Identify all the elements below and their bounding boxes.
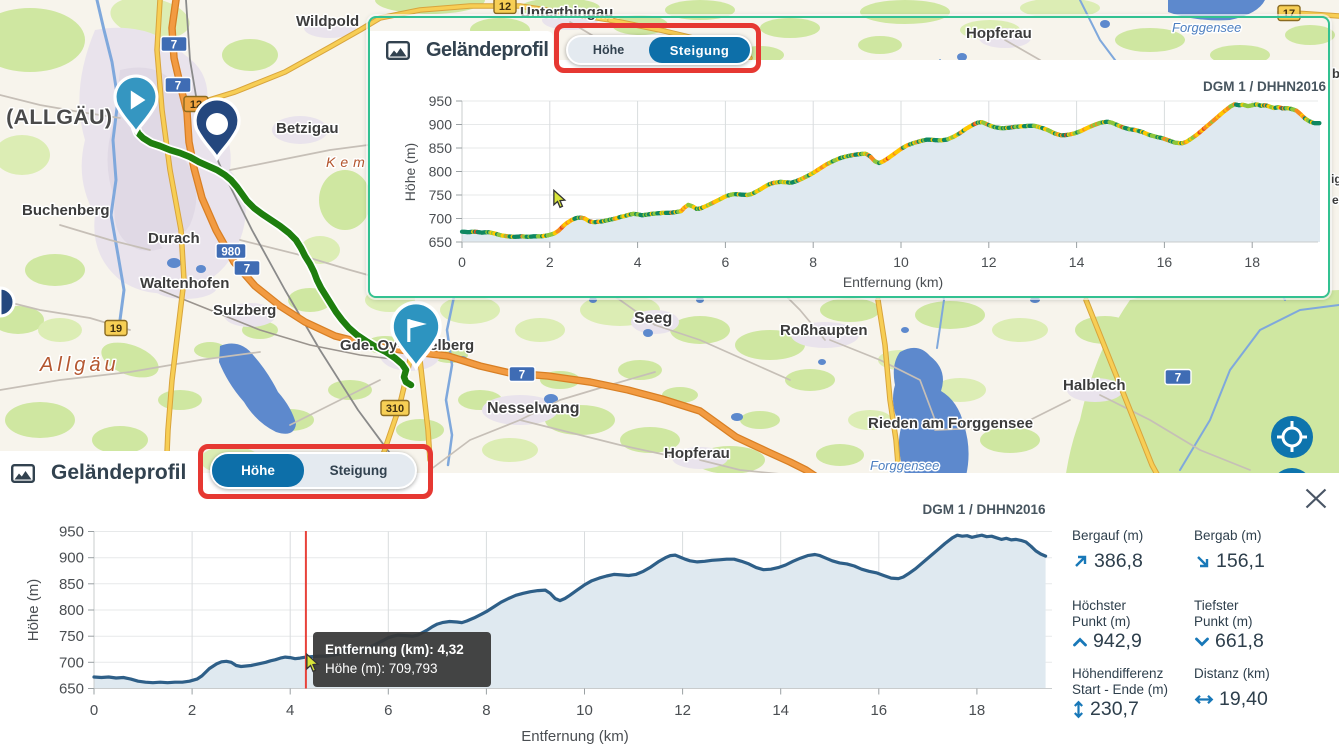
svg-text:Allgäu: Allgäu <box>39 354 120 376</box>
svg-text:Entfernung (km): Entfernung (km) <box>521 728 629 745</box>
svg-text:12: 12 <box>674 702 691 719</box>
svg-text:Forggensee: Forggensee <box>870 458 939 473</box>
svg-text:Entfernung (km): Entfernung (km) <box>843 274 943 290</box>
svg-text:Hopferau: Hopferau <box>664 445 730 462</box>
svg-text:Waltenhofen: Waltenhofen <box>140 275 229 292</box>
svg-text:Halblech: Halblech <box>1063 377 1126 394</box>
svg-text:750: 750 <box>429 187 453 203</box>
svg-text:750: 750 <box>59 628 84 645</box>
svg-text:850: 850 <box>429 140 453 156</box>
svg-text:Betzigau: Betzigau <box>276 120 339 137</box>
svg-text:Forggensee: Forggensee <box>1172 20 1241 35</box>
svg-text:310: 310 <box>386 403 404 415</box>
svg-text:16: 16 <box>1157 254 1173 270</box>
svg-text:Nesselwang: Nesselwang <box>487 400 579 417</box>
svg-text:6: 6 <box>722 254 730 270</box>
svg-text:14: 14 <box>772 702 789 719</box>
svg-text:4: 4 <box>286 702 294 719</box>
svg-text:Roßhaupten: Roßhaupten <box>780 322 868 339</box>
svg-text:Buchenberg: Buchenberg <box>22 202 110 219</box>
svg-text:4: 4 <box>634 254 642 270</box>
svg-text:ig: ig <box>1331 172 1339 186</box>
svg-text:N (ALLGÄU): N (ALLGÄU) <box>0 105 112 129</box>
svg-text:950: 950 <box>429 93 453 109</box>
svg-text:19: 19 <box>110 323 122 335</box>
svg-text:12: 12 <box>981 254 997 270</box>
svg-text:Wildpold: Wildpold <box>296 13 359 30</box>
svg-text:Kem: Kem <box>326 154 370 170</box>
svg-text:14: 14 <box>1069 254 1085 270</box>
svg-text:6: 6 <box>384 702 392 719</box>
svg-text:650: 650 <box>59 681 84 698</box>
svg-text:18: 18 <box>969 702 986 719</box>
svg-text:2: 2 <box>546 254 554 270</box>
svg-text:950: 950 <box>59 524 84 541</box>
svg-text:7: 7 <box>171 40 177 52</box>
svg-text:Hopferau: Hopferau <box>966 25 1032 42</box>
svg-text:700: 700 <box>59 654 84 671</box>
svg-text:650: 650 <box>429 234 453 250</box>
svg-text:700: 700 <box>429 211 453 227</box>
svg-text:10: 10 <box>893 254 909 270</box>
svg-text:Höhe (m): Höhe (m) <box>25 579 42 642</box>
svg-text:7: 7 <box>1175 373 1181 385</box>
svg-text:DGM 1 / DHHN2016: DGM 1 / DHHN2016 <box>1203 79 1327 94</box>
svg-text:2: 2 <box>188 702 196 719</box>
svg-text:0: 0 <box>90 702 98 719</box>
svg-text:800: 800 <box>59 602 84 619</box>
svg-text:8: 8 <box>809 254 817 270</box>
svg-text:Höhe (m): Höhe (m) <box>402 143 418 201</box>
svg-text:900: 900 <box>429 117 453 133</box>
svg-text:Rieden am Forggensee: Rieden am Forggensee <box>868 415 1033 432</box>
svg-text:12: 12 <box>499 1 511 13</box>
svg-text:16: 16 <box>870 702 887 719</box>
svg-text:7: 7 <box>519 370 525 382</box>
svg-text:7: 7 <box>244 264 250 276</box>
svg-text:0: 0 <box>458 254 466 270</box>
svg-text:900: 900 <box>59 550 84 567</box>
svg-text:10: 10 <box>576 702 593 719</box>
svg-text:800: 800 <box>429 164 453 180</box>
svg-text:Seeg: Seeg <box>634 310 672 327</box>
svg-text:980: 980 <box>221 247 240 259</box>
svg-text:e: e <box>1332 193 1339 207</box>
svg-text:7: 7 <box>175 81 181 93</box>
svg-text:8: 8 <box>482 702 490 719</box>
svg-text:850: 850 <box>59 576 84 593</box>
svg-text:DGM 1 / DHHN2016: DGM 1 / DHHN2016 <box>922 502 1046 517</box>
svg-text:b: b <box>1332 66 1339 81</box>
svg-text:Durach: Durach <box>148 230 200 247</box>
svg-text:18: 18 <box>1244 254 1260 270</box>
svg-text:Sulzberg: Sulzberg <box>213 302 276 319</box>
